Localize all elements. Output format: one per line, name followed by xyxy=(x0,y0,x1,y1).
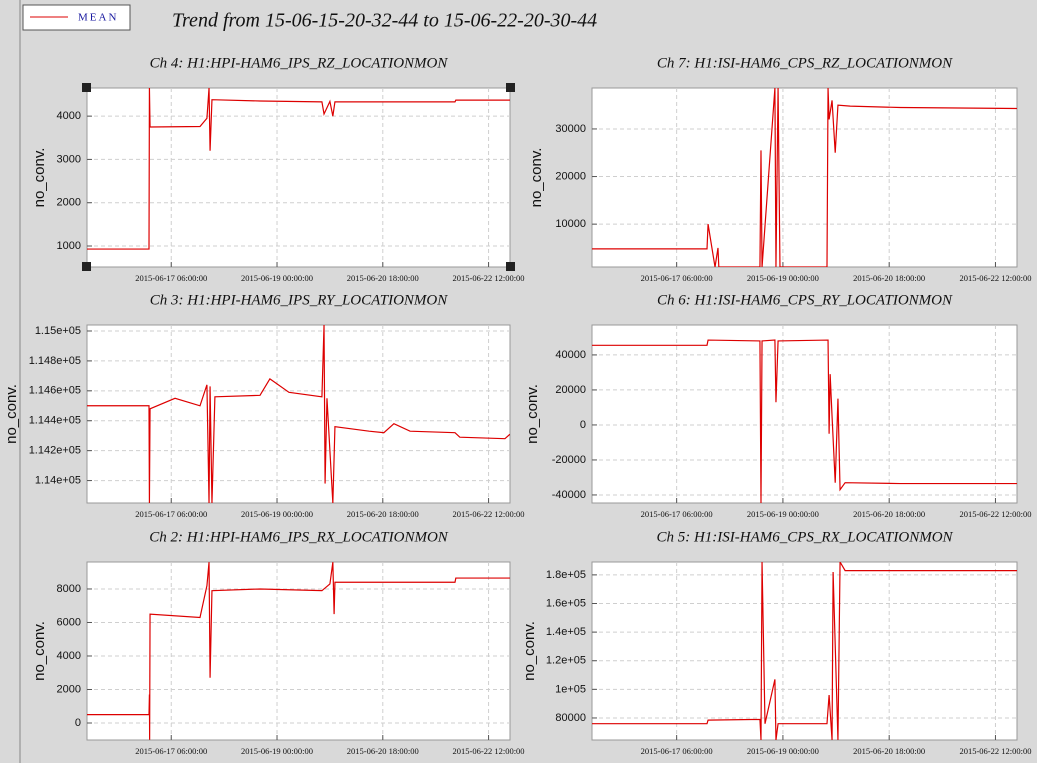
handle xyxy=(82,83,91,92)
y-tick-label: 2000 xyxy=(57,197,81,209)
y-axis-label: no_conv. xyxy=(528,148,545,208)
x-tick-label: 2015-06-22 12:00:00 xyxy=(453,509,525,519)
chart-title: Ch 5: H1:ISI-HAM6_CPS_RX_LOCATIONMON xyxy=(656,529,953,545)
y-tick-label: 1.2e+05 xyxy=(546,655,586,667)
x-tick-label: 2015-06-20 18:00:00 xyxy=(347,746,419,756)
y-tick-label: -40000 xyxy=(552,489,586,501)
chart-title: Ch 7: H1:ISI-HAM6_CPS_RZ_LOCATIONMON xyxy=(657,55,953,71)
chart-panel: Ch 7: H1:ISI-HAM6_CPS_RZ_LOCATIONMON no_c… xyxy=(528,55,1032,283)
y-tick-label: 6000 xyxy=(57,616,81,628)
x-tick-label: 2015-06-17 06:00:00 xyxy=(641,273,713,283)
y-axis-label: no_conv. xyxy=(524,384,541,444)
plot-area xyxy=(591,324,1018,504)
plot-area xyxy=(86,561,511,741)
y-axis-label: no_conv. xyxy=(521,621,538,681)
data-line xyxy=(592,88,1017,267)
x-tick-label: 2015-06-22 12:00:00 xyxy=(959,273,1031,283)
handle xyxy=(506,262,515,271)
data-line xyxy=(592,562,1017,740)
x-tick-label: 2015-06-17 06:00:00 xyxy=(641,746,713,756)
y-tick-label: 4000 xyxy=(57,650,81,662)
chart-panel: Ch 3: H1:HPI-HAM6_IPS_RY_LOCATIONMON no_c… xyxy=(3,292,525,519)
chart-title: Ch 2: H1:HPI-HAM6_IPS_RX_LOCATIONMON xyxy=(149,529,449,545)
y-tick-label: 3000 xyxy=(57,153,81,165)
chart-panel: Ch 6: H1:ISI-HAM6_CPS_RY_LOCATIONMON no_c… xyxy=(524,292,1032,519)
data-line xyxy=(87,562,510,740)
plot-area xyxy=(591,87,1018,268)
y-tick-label: 1.148e+05 xyxy=(29,355,81,367)
data-line xyxy=(87,88,510,250)
x-tick-label: 2015-06-19 00:00:00 xyxy=(747,273,819,283)
x-tick-label: 2015-06-20 18:00:00 xyxy=(853,509,925,519)
legend-label: MEAN xyxy=(78,12,118,24)
chart-panel: Ch 5: H1:ISI-HAM6_CPS_RX_LOCATIONMON no_c… xyxy=(521,529,1032,756)
y-tick-label: 1000 xyxy=(57,240,81,252)
chart-panel: Ch 2: H1:HPI-HAM6_IPS_RX_LOCATIONMON no_c… xyxy=(31,529,525,756)
x-tick-label: 2015-06-17 06:00:00 xyxy=(641,509,713,519)
x-tick-label: 2015-06-22 12:00:00 xyxy=(453,273,525,283)
x-tick-label: 2015-06-22 12:00:00 xyxy=(959,746,1031,756)
y-tick-label: 2000 xyxy=(57,683,81,695)
x-tick-label: 2015-06-20 18:00:00 xyxy=(347,273,419,283)
y-tick-label: -20000 xyxy=(552,454,586,466)
y-tick-label: 1.142e+05 xyxy=(29,445,81,457)
x-tick-label: 2015-06-22 12:00:00 xyxy=(959,509,1031,519)
y-tick-label: 8000 xyxy=(57,583,81,595)
chart-title: Ch 3: H1:HPI-HAM6_IPS_RY_LOCATIONMON xyxy=(150,292,448,308)
y-tick-label: 1.6e+05 xyxy=(546,597,586,609)
y-tick-label: 1.14e+05 xyxy=(35,474,81,486)
chart-panel: Ch 4: H1:HPI-HAM6_IPS_RZ_LOCATIONMON no_c… xyxy=(31,55,525,283)
y-tick-label: 1e+05 xyxy=(555,683,586,695)
y-tick-label: 1.8e+05 xyxy=(546,569,586,581)
selection-handles xyxy=(82,83,515,271)
y-axis-label: no_conv. xyxy=(31,621,48,681)
data-line xyxy=(87,325,510,503)
y-tick-label: 20000 xyxy=(555,170,586,182)
plot-area xyxy=(591,561,1018,741)
handle xyxy=(82,262,91,271)
y-tick-label: 4000 xyxy=(57,110,81,122)
x-tick-label: 2015-06-17 06:00:00 xyxy=(135,273,207,283)
x-tick-label: 2015-06-19 00:00:00 xyxy=(747,509,819,519)
page-title: Trend from 15-06-15-20-32-44 to 15-06-22… xyxy=(172,10,597,32)
y-axis-label: no_conv. xyxy=(3,384,20,444)
y-axis-label: no_conv. xyxy=(31,148,48,208)
x-tick-label: 2015-06-20 18:00:00 xyxy=(347,509,419,519)
y-tick-label: 30000 xyxy=(555,123,586,135)
plot-area xyxy=(86,324,511,504)
chart-title: Ch 4: H1:HPI-HAM6_IPS_RZ_LOCATIONMON xyxy=(150,55,449,71)
x-tick-label: 2015-06-17 06:00:00 xyxy=(135,746,207,756)
y-tick-label: 1.144e+05 xyxy=(29,415,81,427)
data-line xyxy=(592,339,1017,503)
x-tick-label: 2015-06-19 00:00:00 xyxy=(241,746,313,756)
y-tick-label: 20000 xyxy=(555,384,586,396)
y-tick-label: 10000 xyxy=(555,218,586,230)
x-tick-label: 2015-06-19 00:00:00 xyxy=(747,746,819,756)
y-tick-label: 1.15e+05 xyxy=(35,325,81,337)
x-tick-label: 2015-06-17 06:00:00 xyxy=(135,509,207,519)
x-tick-label: 2015-06-19 00:00:00 xyxy=(241,509,313,519)
y-tick-label: 1.146e+05 xyxy=(29,385,81,397)
x-tick-label: 2015-06-19 00:00:00 xyxy=(241,273,313,283)
plot-area xyxy=(86,87,511,268)
handle xyxy=(506,83,515,92)
x-tick-label: 2015-06-22 12:00:00 xyxy=(453,746,525,756)
y-tick-label: 40000 xyxy=(555,349,586,361)
y-tick-label: 80000 xyxy=(555,712,586,724)
y-tick-label: 0 xyxy=(75,717,81,729)
y-tick-label: 1.4e+05 xyxy=(546,626,586,638)
chart-title: Ch 6: H1:ISI-HAM6_CPS_RY_LOCATIONMON xyxy=(657,292,953,308)
x-tick-label: 2015-06-20 18:00:00 xyxy=(853,273,925,283)
x-tick-label: 2015-06-20 18:00:00 xyxy=(853,746,925,756)
y-tick-label: 0 xyxy=(580,419,586,431)
